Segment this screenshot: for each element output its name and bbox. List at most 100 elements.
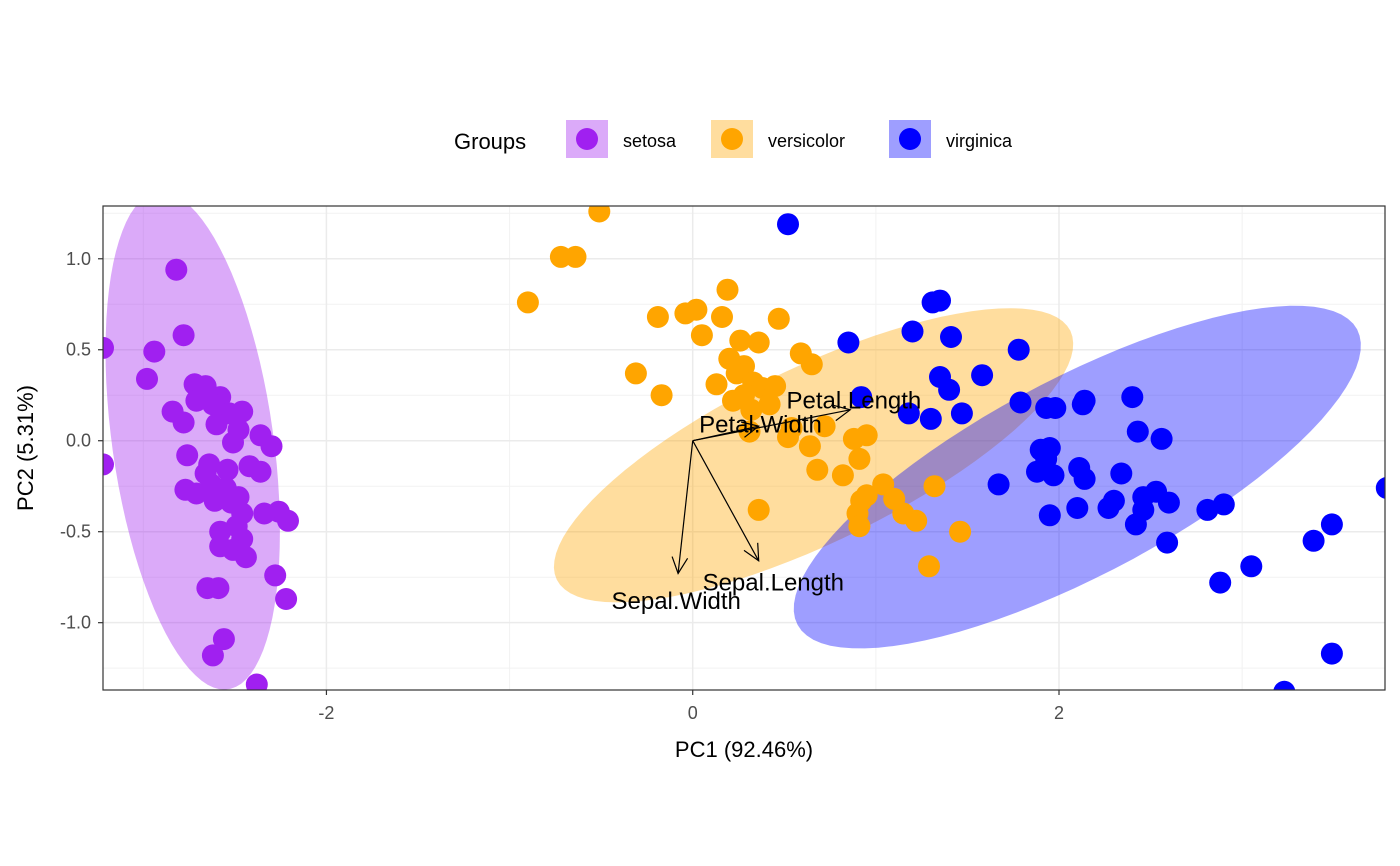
point-setosa	[143, 340, 166, 363]
point-virginica	[1124, 513, 1147, 536]
loading-arrowhead	[671, 556, 689, 575]
y-tick-label: 1.0	[66, 249, 91, 269]
point-setosa	[264, 564, 287, 587]
point-versicolor	[740, 398, 763, 421]
point-virginica	[1302, 529, 1325, 552]
point-setosa	[275, 588, 298, 610]
x-tick-label: 2	[1054, 703, 1064, 723]
point-virginica	[929, 289, 951, 312]
point-versicolor	[516, 291, 539, 314]
point-versicolor	[758, 393, 781, 416]
y-axis-title: PC2 (5.31%)	[13, 385, 38, 511]
point-setosa	[201, 393, 224, 416]
point-versicolor	[848, 447, 871, 470]
point-virginica	[919, 407, 942, 430]
loading-label-petal-width: Petal.Width	[699, 411, 822, 438]
point-versicolor	[777, 426, 799, 449]
point-virginica	[1209, 571, 1232, 594]
point-setosa	[103, 453, 114, 476]
point-virginica	[1320, 642, 1343, 665]
point-virginica	[1097, 497, 1120, 519]
point-versicolor	[588, 206, 611, 223]
point-virginica	[850, 386, 873, 409]
point-versicolor	[813, 415, 836, 438]
plot-panel	[103, 206, 1385, 690]
point-virginica	[940, 326, 962, 348]
point-versicolor	[738, 420, 761, 443]
point-versicolor	[564, 245, 587, 268]
point-virginica	[929, 366, 951, 388]
point-versicolor	[725, 362, 748, 385]
legend-label-setosa: setosa	[623, 131, 677, 151]
point-virginica	[1073, 467, 1096, 490]
point-virginica	[897, 402, 920, 425]
point-virginica	[1038, 504, 1061, 527]
point-setosa	[245, 673, 268, 690]
y-tick-label: -1.0	[60, 613, 91, 633]
point-virginica	[987, 473, 1010, 496]
legend-item-versicolor: versicolor	[711, 120, 845, 158]
loading-arrow-sepal-width	[677, 440, 694, 574]
point-virginica	[1156, 531, 1179, 554]
point-virginica	[1320, 513, 1343, 536]
point-setosa	[185, 389, 208, 412]
point-virginica	[1273, 680, 1296, 690]
point-versicolor	[764, 375, 787, 398]
point-versicolor	[767, 307, 790, 330]
point-setosa	[172, 411, 195, 434]
point-setosa	[234, 546, 257, 569]
point-versicolor	[800, 353, 823, 376]
point-virginica	[950, 402, 973, 425]
y-tick-label: 0.0	[66, 431, 91, 451]
point-virginica	[971, 364, 994, 387]
point-setosa	[249, 460, 272, 483]
legend-title: Groups	[454, 129, 526, 154]
point-versicolor	[716, 278, 739, 301]
legend-dot-setosa	[576, 128, 598, 150]
loading-arrow-petal-length	[692, 409, 851, 442]
point-virginica	[1150, 427, 1173, 450]
point-versicolor	[747, 498, 770, 521]
x-tick-label: 0	[688, 703, 698, 723]
point-versicolor	[848, 515, 871, 538]
point-virginica	[1126, 420, 1149, 443]
point-setosa	[176, 444, 199, 467]
point-versicolor	[685, 298, 708, 321]
loading-arrow-petal-width	[692, 425, 759, 442]
y-tick-label: 0.5	[66, 340, 91, 360]
point-setosa	[201, 644, 224, 667]
y-tick-label: -0.5	[60, 522, 91, 542]
point-setosa	[277, 509, 299, 532]
legend-item-setosa: setosa	[566, 120, 677, 158]
point-setosa	[212, 628, 235, 651]
point-setosa	[103, 336, 114, 359]
legend-label-virginica: virginica	[946, 131, 1013, 151]
point-versicolor	[918, 555, 940, 578]
point-virginica	[1073, 389, 1096, 412]
y-axis: -1.0 -0.5 0.0 0.5 1.0	[60, 249, 103, 633]
point-versicolor	[646, 306, 669, 328]
point-virginica	[901, 320, 924, 343]
loading-label-petal-length: Petal.Length	[787, 388, 922, 415]
point-setosa	[203, 489, 226, 512]
point-setosa	[222, 431, 244, 454]
point-virginica	[1044, 397, 1067, 419]
point-versicolor	[711, 306, 733, 328]
point-virginica	[1042, 464, 1065, 487]
point-virginica	[1110, 462, 1133, 485]
point-virginica	[1007, 338, 1030, 361]
point-setosa	[216, 458, 239, 481]
legend: Groups setosa versicolor virginica	[454, 120, 1013, 158]
x-tick-label: -2	[318, 703, 334, 723]
point-versicolor	[722, 389, 744, 412]
point-setosa	[260, 435, 283, 458]
point-setosa	[185, 482, 208, 505]
point-virginica	[777, 213, 799, 236]
point-versicolor	[747, 331, 770, 354]
point-versicolor	[798, 435, 821, 458]
point-virginica	[1121, 386, 1144, 409]
point-virginica	[1066, 497, 1089, 519]
legend-dot-versicolor	[721, 128, 743, 150]
point-setosa	[165, 258, 188, 281]
x-axis: -2 0 2	[318, 690, 1064, 723]
